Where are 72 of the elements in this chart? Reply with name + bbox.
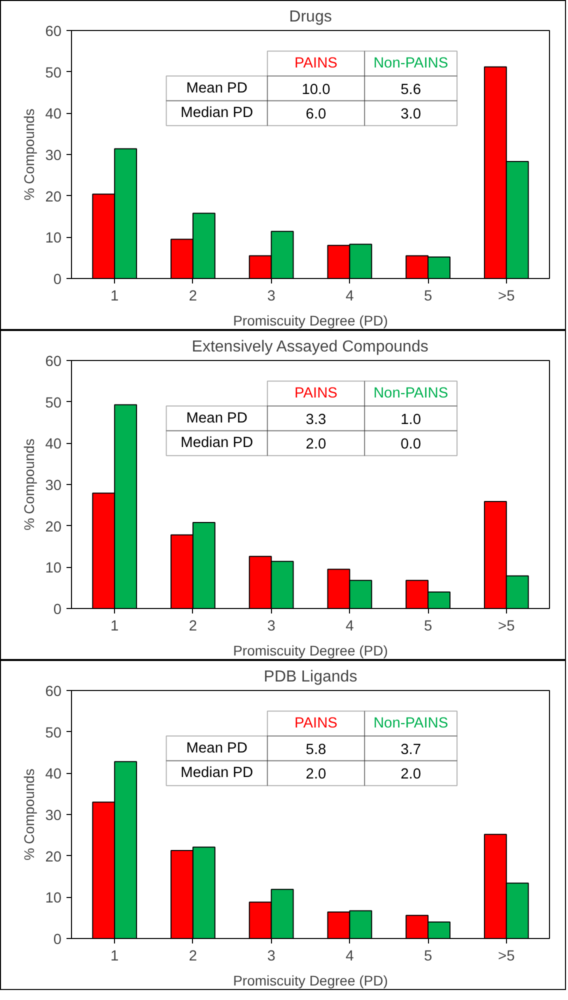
y-tick-label: 30 bbox=[45, 808, 62, 824]
text: PAINS bbox=[294, 56, 338, 72]
annotation: 0.0 bbox=[400, 436, 421, 453]
annotation: 3.3 bbox=[306, 412, 326, 428]
text: PAINS bbox=[294, 716, 338, 732]
y-tick-label: 60 bbox=[45, 24, 62, 40]
y-tick-label: 10 bbox=[45, 560, 62, 577]
y-tick-label: 50 bbox=[45, 65, 62, 82]
x-tick-label: 4 bbox=[346, 288, 354, 304]
y-tick-label: 40 bbox=[45, 766, 62, 783]
y-tick-label: 50 bbox=[45, 725, 62, 742]
chart-title: Extensively Assayed Compounds bbox=[192, 338, 428, 356]
x-tick-label: 4 bbox=[346, 948, 354, 964]
y-tick-label: 0 bbox=[53, 932, 62, 948]
chart-title: PDB Ligands bbox=[264, 668, 358, 686]
x-tick-label: >5 bbox=[498, 288, 515, 304]
x-tick-label: >5 bbox=[498, 948, 515, 964]
annotation: 3.7 bbox=[400, 742, 421, 758]
text: Non-PAINS bbox=[373, 716, 448, 732]
x-tick-label: 3 bbox=[267, 618, 276, 634]
y-tick-label: 30 bbox=[45, 478, 62, 494]
annotation: 10.0 bbox=[302, 82, 330, 98]
text: PAINS bbox=[294, 386, 338, 402]
y-axis-title: % Compounds bbox=[21, 768, 38, 860]
y-tick-label: 60 bbox=[45, 684, 62, 700]
annotation: Mean PD bbox=[186, 740, 248, 756]
x-tick-label: 2 bbox=[188, 618, 198, 634]
annotation: 3.0 bbox=[400, 106, 421, 123]
x-tick-label: 2 bbox=[188, 948, 198, 964]
y-tick-label: 20 bbox=[45, 849, 62, 866]
y-tick-label: 40 bbox=[45, 106, 62, 123]
y-tick-label: 10 bbox=[45, 230, 62, 247]
y-tick-label: 40 bbox=[45, 436, 62, 453]
annotation: 2.0 bbox=[306, 766, 326, 783]
x-tick-label: 1 bbox=[110, 288, 119, 304]
x-tick-label: 5 bbox=[424, 618, 432, 634]
x-tick-label: 2 bbox=[188, 288, 198, 304]
annotation: Median PD bbox=[180, 765, 254, 782]
x-tick-label: 1 bbox=[110, 618, 119, 634]
x-tick-label: >5 bbox=[498, 618, 515, 634]
y-tick-label: 0 bbox=[53, 602, 62, 618]
x-tick-label: 3 bbox=[267, 288, 276, 304]
y-axis-title: % Compounds bbox=[21, 108, 38, 200]
y-axis-title: % Compounds bbox=[21, 438, 38, 530]
annotation: 6.0 bbox=[306, 106, 326, 123]
x-tick-label: 3 bbox=[267, 948, 276, 964]
x-tick-label: 5 bbox=[424, 948, 432, 964]
annotation: 5.8 bbox=[306, 742, 326, 758]
annotation: 2.0 bbox=[306, 436, 326, 453]
x-tick-label: 1 bbox=[110, 948, 119, 964]
text: Non-PAINS bbox=[373, 56, 448, 72]
annotation: Median PD bbox=[180, 435, 254, 452]
annotation: 2.0 bbox=[400, 766, 421, 783]
annotation: Mean PD bbox=[186, 80, 248, 96]
text: Non-PAINS bbox=[373, 386, 448, 402]
y-tick-label: 50 bbox=[45, 395, 62, 412]
annotation: 1.0 bbox=[400, 412, 421, 428]
y-tick-label: 10 bbox=[45, 890, 62, 907]
y-tick-label: 0 bbox=[53, 272, 62, 288]
annotation: Mean PD bbox=[186, 410, 248, 426]
y-tick-label: 60 bbox=[45, 354, 62, 370]
y-tick-label: 30 bbox=[45, 148, 62, 164]
x-tick-label: 4 bbox=[346, 618, 354, 634]
chart-title: Drugs bbox=[289, 8, 332, 26]
x-axis-title: Promiscuity Degree (PD) bbox=[233, 972, 388, 988]
x-tick-label: 5 bbox=[424, 288, 432, 304]
annotation: 5.6 bbox=[400, 82, 421, 98]
annotation: Median PD bbox=[180, 105, 254, 122]
x-axis-title: Promiscuity Degree (PD) bbox=[233, 642, 388, 658]
y-tick-label: 20 bbox=[45, 189, 62, 206]
x-axis-title: Promiscuity Degree (PD) bbox=[233, 312, 388, 328]
y-tick-label: 20 bbox=[45, 519, 62, 536]
